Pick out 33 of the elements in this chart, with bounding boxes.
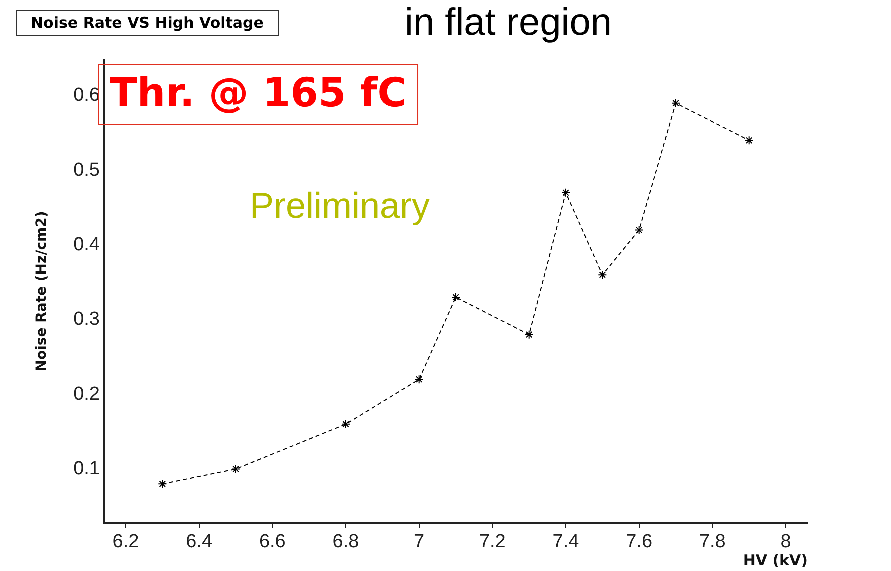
y-tick-label: 0.1: [74, 458, 100, 480]
x-tick-label: 7.4: [552, 532, 580, 553]
point: [232, 464, 240, 474]
x-tick-label: 7: [414, 532, 425, 553]
x-tick-label: 7.8: [699, 532, 726, 553]
point: [414, 375, 424, 384]
y-axis-title: Noise Rate (Hz/cm2): [34, 211, 50, 372]
point: [598, 270, 608, 280]
y-tick-label: 0.6: [74, 85, 100, 106]
x-tick-label: 6.8: [332, 532, 360, 553]
y-tick-label: 0.4: [74, 234, 100, 256]
x-tick-label: 7.2: [479, 532, 506, 553]
point: [158, 480, 168, 489]
x-tick-label: 6.6: [259, 532, 286, 553]
point: [342, 420, 350, 429]
point: [634, 226, 644, 235]
point: [562, 188, 570, 198]
point: [524, 330, 534, 340]
chart-title: Noise Rate VS High Voltage: [16, 10, 279, 36]
point: [452, 292, 460, 302]
point: [672, 98, 680, 108]
x-tick-label: 7.6: [626, 532, 653, 553]
y-tick-label: 0.2: [74, 384, 100, 405]
x-tick-label: 8: [780, 532, 792, 553]
annotation: Preliminary: [250, 184, 430, 226]
y-tick-label: 0.3: [74, 309, 100, 330]
x-tick-label: 6.4: [186, 532, 213, 553]
y-tick-label: 0.5: [74, 160, 100, 181]
x-axis-title: HV (kV): [743, 551, 808, 570]
point: [744, 136, 754, 146]
annotation: Thr. @ 165 fC: [110, 70, 408, 116]
x-tick-label: 6.2: [112, 532, 140, 553]
chart-subtitle: in flat region: [405, 2, 612, 45]
